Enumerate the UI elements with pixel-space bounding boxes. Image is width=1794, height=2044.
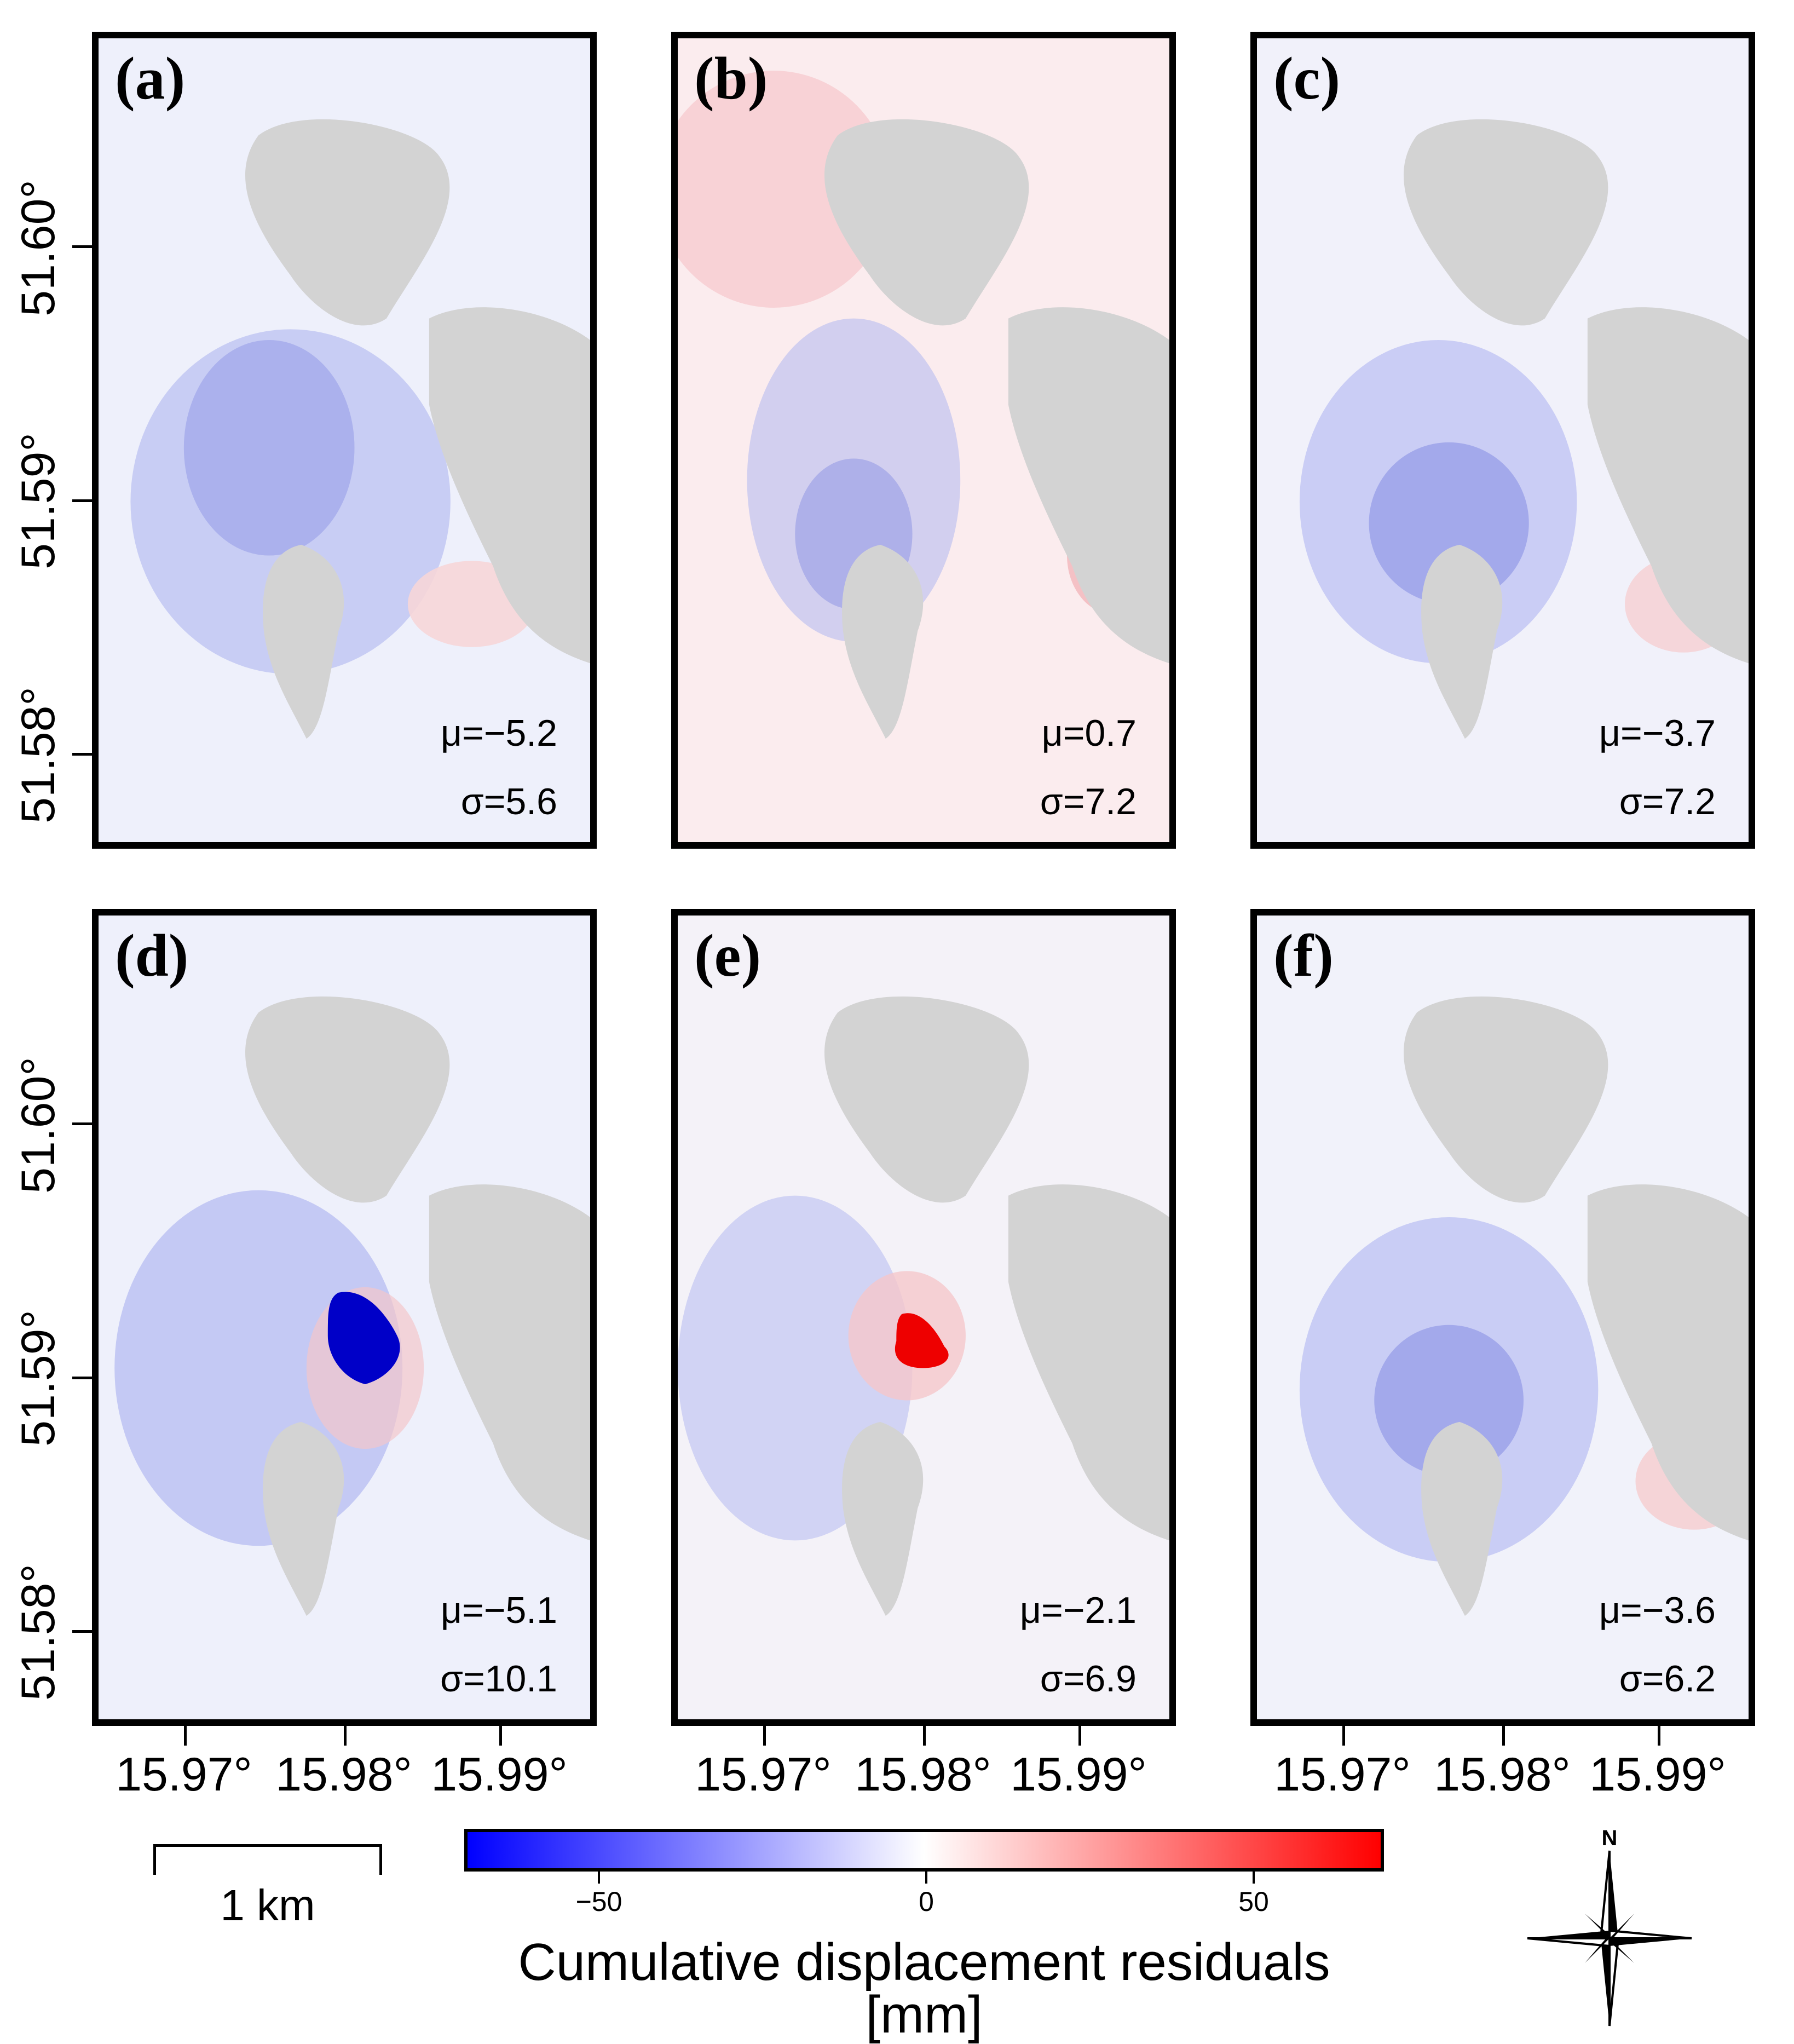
lon-label-d-1: 15.97° <box>116 1748 252 1801</box>
panel-b: (b) μ=0.7 σ=7.2 <box>671 32 1176 849</box>
data-mask-east <box>1587 1184 1749 1541</box>
data-mask-valley <box>1421 544 1503 739</box>
residual-field <box>678 38 1169 842</box>
lat-label-row2-1: 51.60° <box>12 1057 65 1194</box>
colorbar-tick-label: −50 <box>575 1886 622 1917</box>
data-mask-north <box>1403 996 1608 1203</box>
tick <box>72 245 92 248</box>
panel-label: (e) <box>694 922 762 989</box>
tick <box>763 1726 766 1746</box>
data-mask-valley <box>263 1421 344 1616</box>
std-value: σ=5.6 <box>460 781 557 822</box>
data-mask-north <box>1403 119 1608 326</box>
data-mask-north <box>824 996 1029 1203</box>
std-value: σ=10.1 <box>440 1658 557 1700</box>
data-mask-north <box>824 119 1029 326</box>
lon-label-f-3: 15.99° <box>1589 1748 1726 1801</box>
panel-e: (e) μ=−2.1 σ=6.9 <box>671 909 1176 1726</box>
residual-field <box>678 916 1169 1719</box>
north-arrow-icon: N <box>1522 1823 1697 2031</box>
colorbar-tick-label: 50 <box>1238 1886 1269 1917</box>
tick <box>184 1726 187 1746</box>
tick <box>72 499 92 502</box>
compass-rose: N <box>1527 1826 1692 2026</box>
data-mask-valley <box>842 544 924 739</box>
tick <box>72 1122 92 1125</box>
data-mask-valley <box>842 1421 924 1616</box>
lon-label-f-1: 15.97° <box>1274 1748 1411 1801</box>
residual-field <box>1257 38 1749 842</box>
std-value: σ=7.2 <box>1040 781 1137 822</box>
data-mask-east <box>1008 307 1169 664</box>
mean-value: μ=−5.1 <box>440 1590 557 1631</box>
panel-label: (c) <box>1273 45 1341 112</box>
residual-field <box>99 38 590 842</box>
lat-label-row1-3: 51.58° <box>12 687 65 824</box>
data-mask-east <box>429 307 590 664</box>
lon-label-e-3: 15.99° <box>1010 1748 1147 1801</box>
mean-value: μ=−2.1 <box>1019 1590 1137 1631</box>
panel-f: (f) μ=−3.6 σ=6.2 <box>1250 909 1755 1726</box>
data-mask-east <box>1008 1184 1169 1541</box>
colorbar-tick-label: 0 <box>919 1886 934 1917</box>
tick <box>923 1726 926 1746</box>
lon-label-d-3: 15.99° <box>431 1748 568 1801</box>
mean-value: μ=−3.6 <box>1599 1590 1716 1631</box>
data-mask-valley <box>263 544 344 739</box>
colorbar-tick <box>598 1872 600 1884</box>
panel-label: (d) <box>115 922 189 989</box>
lon-label-e-2: 15.98° <box>855 1748 991 1801</box>
data-mask-north <box>245 996 450 1203</box>
lon-label-e-1: 15.97° <box>695 1748 832 1801</box>
tick <box>72 1630 92 1633</box>
colorbar-tick <box>925 1872 927 1884</box>
lat-label-row2-3: 51.58° <box>12 1564 65 1701</box>
tick <box>1342 1726 1345 1746</box>
data-mask-north <box>245 119 450 326</box>
panel-label: (b) <box>694 45 768 112</box>
lat-label-row1-1: 51.60° <box>12 180 65 316</box>
residual-field <box>1257 916 1749 1719</box>
scale-bar-label: 1 km <box>220 1881 315 1930</box>
tick <box>1078 1726 1081 1746</box>
tick <box>1658 1726 1660 1746</box>
lon-label-d-2: 15.98° <box>275 1748 412 1801</box>
colorbar-title: Cumulative displacement residuals [mm] <box>518 1933 1330 2044</box>
lon-label-f-2: 15.98° <box>1434 1748 1571 1801</box>
panel-label: (a) <box>115 45 186 112</box>
tick <box>1502 1726 1505 1746</box>
tick <box>72 753 92 756</box>
anomaly-blue <box>327 1292 400 1385</box>
data-mask-valley <box>1421 1421 1503 1616</box>
panel-d: (d) μ=−5.1 σ=10.1 <box>92 909 597 1726</box>
colorbar <box>464 1829 1384 1872</box>
lat-label-row2-2: 51.59° <box>12 1310 65 1447</box>
panel-c: (c) μ=−3.7 σ=7.2 <box>1250 32 1755 849</box>
anomaly-red <box>895 1313 949 1368</box>
lat-label-row1-2: 51.59° <box>12 433 65 569</box>
data-mask-east <box>429 1184 590 1541</box>
scale-bar <box>153 1844 382 1875</box>
data-mask-east <box>1587 307 1749 664</box>
residual-field <box>99 916 590 1719</box>
std-value: σ=7.2 <box>1619 781 1716 822</box>
mean-value: μ=−5.2 <box>440 712 557 754</box>
panel-label: (f) <box>1273 922 1334 989</box>
mean-value: μ=−3.7 <box>1599 712 1716 754</box>
colorbar-tick <box>1253 1872 1255 1884</box>
mean-value: μ=0.7 <box>1041 712 1137 754</box>
tick <box>344 1726 347 1746</box>
north-label: N <box>1602 1826 1618 1850</box>
tick <box>499 1726 502 1746</box>
panel-a: (a) μ=−5.2 σ=5.6 <box>92 32 597 849</box>
std-value: σ=6.9 <box>1040 1658 1137 1700</box>
tick <box>72 1377 92 1379</box>
std-value: σ=6.2 <box>1619 1658 1716 1700</box>
